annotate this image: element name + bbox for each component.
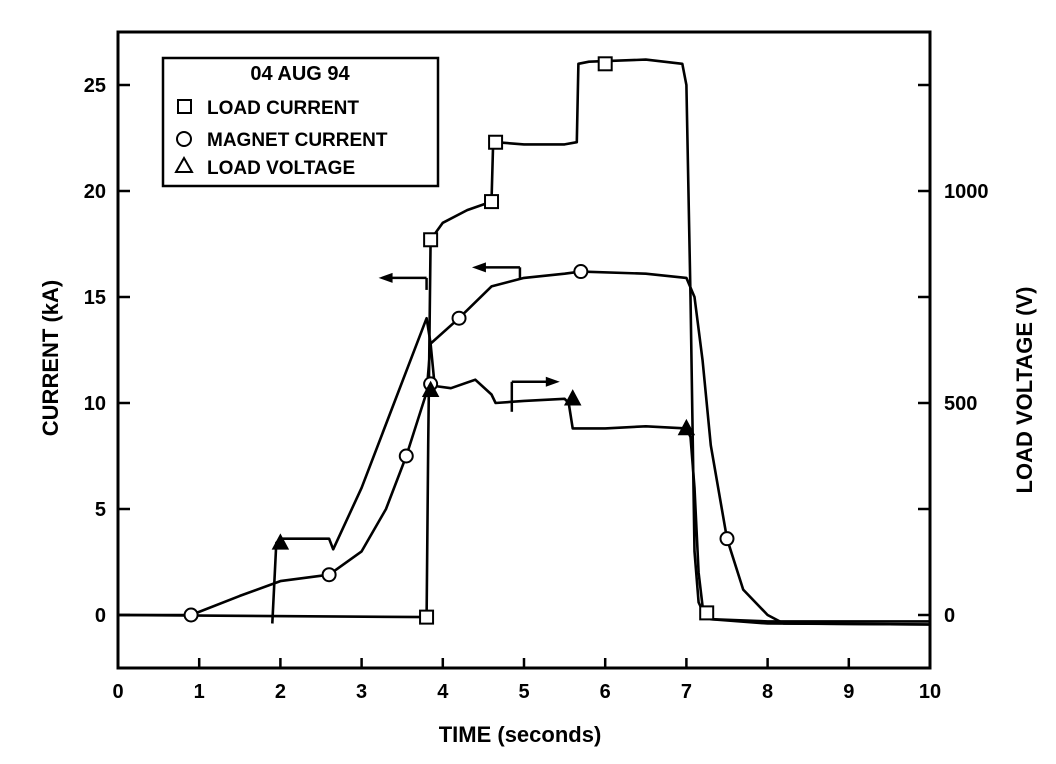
marker-load-current-0 — [419, 609, 435, 625]
x-tick-label-0: 0 — [112, 681, 123, 703]
x-axis-title: TIME (seconds) — [439, 722, 602, 747]
legend: 04 AUG 94 LOAD CURRENT MAGNET CURRENT LO… — [161, 56, 440, 188]
ticks: 0 1 2 3 4 5 6 7 8 9 10 0 5 10 15 20 25 0 500 1000 — [84, 75, 989, 703]
x-tick-label-3: 3 — [356, 681, 367, 703]
x-tick-label-7: 7 — [681, 681, 692, 703]
x-tick-label-6: 6 — [600, 681, 611, 703]
marker-load-current-2 — [484, 194, 500, 210]
y-axis-title: CURRENT (kA) — [38, 280, 63, 436]
y2-tick-label-2: 1000 — [944, 181, 989, 203]
x-tick-label-4: 4 — [437, 681, 449, 703]
x-tick-label-8: 8 — [762, 681, 773, 703]
legend-entry-magnet-current: MAGNET CURRENT — [207, 130, 388, 151]
legend-circle-marker-icon — [176, 131, 192, 147]
y-tick-label-5: 25 — [84, 75, 106, 97]
y2-tick-label-0: 0 — [944, 605, 955, 627]
axis-arrow-2-head — [545, 376, 560, 387]
legend-box — [161, 56, 440, 188]
series-line-magnet-current — [118, 270, 931, 626]
marker-load-current-4 — [597, 56, 613, 72]
y2-axis-title: LOAD VOLTAGE (V) — [1012, 287, 1037, 494]
marker-load-voltage-1 — [421, 380, 440, 398]
marker-load-voltage-0 — [271, 533, 290, 550]
marker-load-current-3 — [488, 134, 504, 150]
marker-magnet-current-6 — [719, 531, 735, 547]
x-tick-label-1: 1 — [194, 681, 205, 703]
legend-entry-load-current: LOAD CURRENT — [207, 98, 359, 119]
legend-title: 04 AUG 94 — [250, 63, 350, 85]
x-tick-label-9: 9 — [843, 681, 854, 703]
axis-arrow-0-head — [378, 272, 393, 283]
series-line-load-voltage — [271, 316, 930, 624]
legend-triangle-marker-icon — [174, 155, 194, 173]
axis-arrow-1-head — [471, 262, 486, 273]
y-tick-label-2: 10 — [84, 393, 106, 415]
y-tick-label-4: 20 — [84, 181, 106, 203]
legend-entry-load-voltage: LOAD VOLTAGE — [207, 158, 355, 179]
x-tick-label-2: 2 — [275, 681, 286, 703]
marker-load-voltage-2 — [563, 389, 582, 406]
marker-load-current-1 — [423, 232, 439, 248]
axis-arrows — [378, 262, 560, 412]
y-tick-label-1: 5 — [95, 499, 106, 521]
y-tick-label-0: 0 — [95, 605, 106, 627]
y2-tick-label-1: 500 — [944, 393, 977, 415]
axis-arrow-0 — [378, 272, 428, 290]
marker-load-current-5 — [699, 605, 715, 621]
marker-magnet-current-0 — [183, 607, 199, 623]
marker-load-voltage-3 — [677, 418, 696, 436]
marker-magnet-current-1 — [321, 567, 337, 583]
marker-magnet-current-4 — [451, 310, 467, 326]
axis-arrow-1 — [471, 262, 522, 280]
marker-magnet-current-5 — [573, 264, 589, 280]
y-tick-label-3: 15 — [84, 287, 106, 309]
axis-arrow-2 — [510, 376, 560, 412]
x-tick-label-5: 5 — [518, 681, 529, 703]
series-markers — [183, 56, 735, 625]
x-tick-label-10: 10 — [919, 681, 941, 703]
legend-square-marker-icon — [177, 99, 192, 114]
marker-magnet-current-2 — [398, 448, 414, 464]
